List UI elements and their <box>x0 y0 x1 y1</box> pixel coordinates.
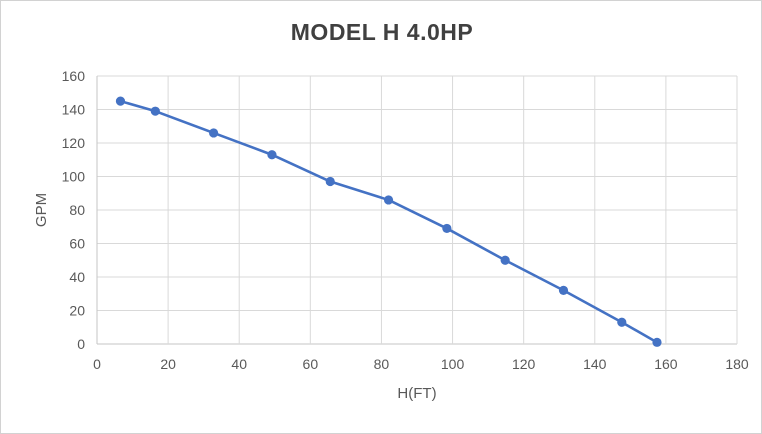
data-point-marker <box>652 337 662 347</box>
data-point-marker <box>558 285 569 295</box>
y-tick-label: 140 <box>62 102 86 118</box>
data-point-marker <box>150 106 160 116</box>
data-point-marker <box>325 176 335 187</box>
x-tick-label: 100 <box>441 356 465 372</box>
data-point-marker <box>209 128 219 138</box>
x-tick-label: 0 <box>93 356 101 372</box>
chart-title: MODEL H 4.0HP <box>290 19 474 45</box>
data-point-marker <box>383 195 394 205</box>
x-tick-label: 160 <box>654 356 678 372</box>
x-tick-label: 140 <box>583 356 607 372</box>
series-line <box>119 99 659 344</box>
data-point-marker <box>500 255 510 265</box>
x-tick-label: 120 <box>512 356 536 372</box>
x-tick-label: 80 <box>374 356 390 372</box>
x-tick-label: 60 <box>303 356 319 372</box>
y-tick-label: 60 <box>69 236 85 252</box>
data-point-marker <box>617 317 627 327</box>
x-tick-label: 20 <box>160 356 176 372</box>
data-point-marker <box>115 96 126 106</box>
data-point-marker <box>267 150 277 160</box>
y-tick-label: 160 <box>62 68 86 84</box>
y-tick-label: 40 <box>69 269 85 285</box>
data-point-marker <box>442 223 452 234</box>
x-axis-label: H(FT) <box>397 385 437 402</box>
y-tick-label: 120 <box>62 135 86 151</box>
y-tick-label: 20 <box>69 303 85 319</box>
y-tick-label: 80 <box>69 202 85 218</box>
y-tick-label: 100 <box>62 169 86 185</box>
x-tick-label: 180 <box>725 356 749 372</box>
y-tick-label: 0 <box>77 336 85 352</box>
x-tick-label: 40 <box>231 356 247 372</box>
